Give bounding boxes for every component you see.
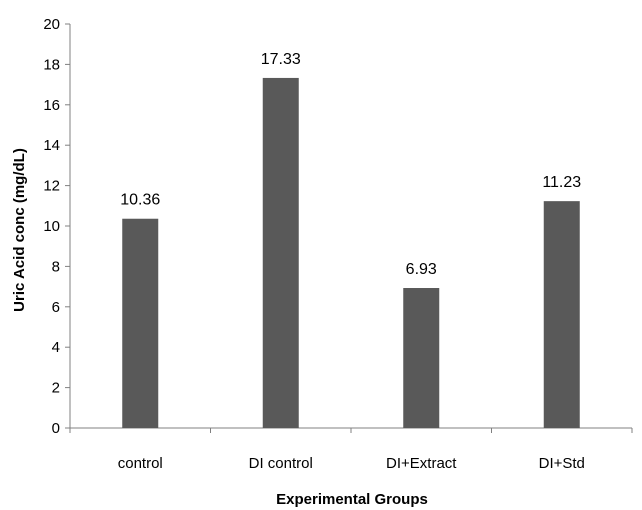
y-tick-label: 16 bbox=[43, 97, 60, 114]
y-axis-ticks: 0 2 4 6 8 10 12 14 16 18 20 bbox=[43, 16, 70, 437]
data-label: 6.93 bbox=[406, 261, 437, 278]
x-tick-label: DI+Std bbox=[539, 455, 585, 472]
x-tick-label: DI control bbox=[249, 455, 313, 472]
y-tick-label: 12 bbox=[43, 178, 60, 195]
y-tick-label: 20 bbox=[43, 16, 60, 33]
x-tick-label: control bbox=[118, 455, 163, 472]
x-axis-title: Experimental Groups bbox=[276, 491, 428, 508]
data-label: 10.36 bbox=[120, 192, 160, 209]
y-tick-label: 10 bbox=[43, 218, 60, 235]
y-tick-label: 0 bbox=[52, 420, 60, 437]
bar bbox=[122, 218, 159, 428]
data-label: 17.33 bbox=[261, 51, 301, 68]
y-tick-label: 14 bbox=[43, 137, 60, 154]
bar bbox=[543, 201, 580, 428]
y-tick-label: 2 bbox=[52, 380, 60, 397]
data-label: 11.23 bbox=[542, 174, 581, 191]
x-axis-ticks: control DI control DI+Extract DI+Std bbox=[69, 428, 633, 472]
x-tick-label: DI+Extract bbox=[386, 455, 457, 472]
y-tick-label: 18 bbox=[43, 56, 60, 73]
y-tick-label: 4 bbox=[52, 339, 60, 356]
bar bbox=[262, 77, 299, 429]
y-axis-title: Uric Acid conc (mg/dL) bbox=[11, 148, 28, 312]
bar bbox=[403, 288, 440, 428]
y-tick-label: 8 bbox=[52, 258, 60, 275]
y-tick-label: 6 bbox=[52, 299, 60, 316]
bar-series: 10.36 17.33 6.93 11.23 bbox=[120, 51, 581, 429]
